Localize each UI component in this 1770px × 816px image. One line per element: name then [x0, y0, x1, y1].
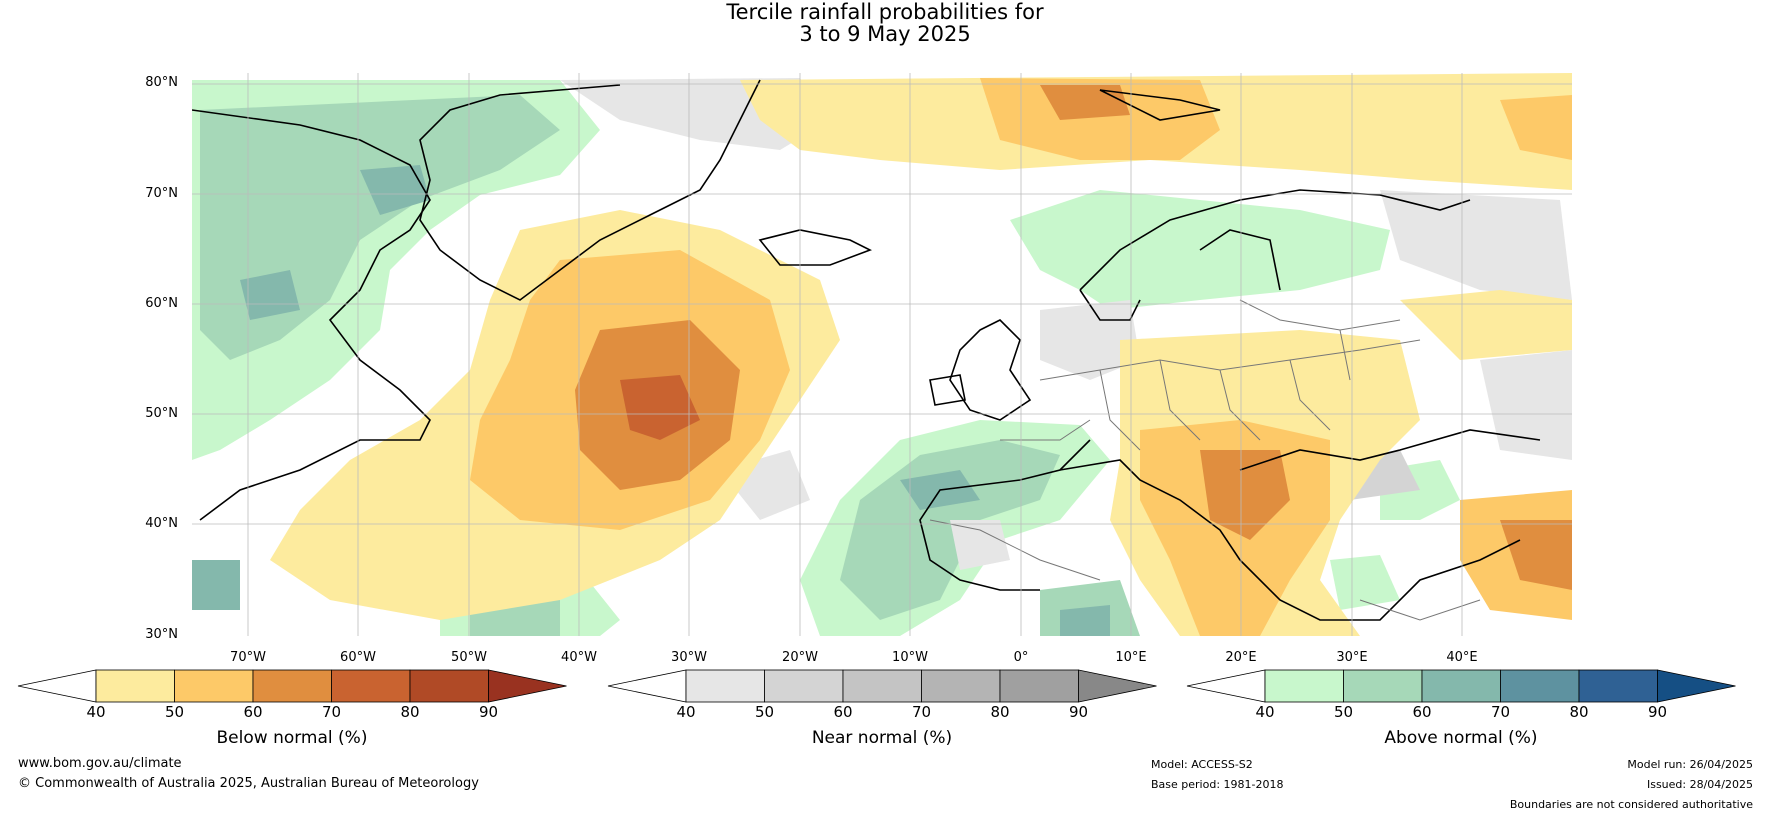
lat-label: 70°N	[145, 186, 178, 201]
lon-label: 50°W	[451, 650, 487, 665]
colorbar-tick: 50	[1333, 703, 1354, 721]
colorbar-tick: 40	[1255, 703, 1275, 721]
footer-disclaimer: Boundaries are not considered authoritat…	[1509, 798, 1753, 811]
lon-label: 40°E	[1446, 650, 1478, 665]
lat-label: 30°N	[145, 627, 178, 642]
footer-copyright: © Commonwealth of Australia 2025, Austra…	[18, 776, 479, 791]
colorbar-tick: 70	[1490, 703, 1511, 721]
colorbar-tick: 90	[1647, 703, 1668, 721]
below-normal-regions	[270, 73, 1572, 636]
lon-label: 30°W	[671, 650, 707, 665]
country-borders	[929, 299, 1481, 621]
lon-label: 20°E	[1225, 650, 1257, 665]
lat-label: 80°N	[145, 75, 178, 90]
map-title-line1: Tercile rainfall probabilities for	[726, 0, 1044, 24]
colorbar-tick: 50	[754, 703, 775, 721]
colorbar-label-near: Near normal (%)	[811, 728, 953, 748]
lon-label: 40°W	[561, 650, 597, 665]
colorbar-tick: 60	[1412, 703, 1432, 721]
colorbar-tick: 80	[990, 703, 1010, 721]
lon-label: 10°W	[892, 650, 928, 665]
colorbar-tick: 60	[833, 703, 853, 721]
colorbar-tick: 70	[911, 703, 932, 721]
footer-base-period: Base period: 1981-2018	[1151, 778, 1284, 791]
above-normal-regions	[192, 80, 1460, 636]
colorbar-tick: 90	[478, 703, 499, 721]
coastlines	[192, 79, 1541, 621]
lon-label: 20°W	[782, 650, 818, 665]
lat-label: 60°N	[145, 296, 178, 311]
colorbar-label-below: Below normal (%)	[216, 728, 368, 748]
colorbar-tick: 90	[1068, 703, 1089, 721]
colorbar-tick: 60	[243, 703, 263, 721]
lat-label: 40°N	[145, 516, 178, 531]
map-title-line2: 3 to 9 May 2025	[799, 22, 971, 46]
colorbar-tick: 40	[86, 703, 106, 721]
lon-label: 30°E	[1336, 650, 1368, 665]
lat-label: 50°N	[145, 406, 178, 421]
lon-label: 10°E	[1115, 650, 1147, 665]
lon-label: 60°W	[340, 650, 376, 665]
colorbar-tick: 80	[400, 703, 420, 721]
colorbar-tick: 70	[321, 703, 342, 721]
footer-model-run: Model run: 26/04/2025	[1627, 758, 1753, 771]
colorbar-tick: 50	[164, 703, 185, 721]
lon-label: 70°W	[230, 650, 266, 665]
colorbar-label-above: Above normal (%)	[1384, 728, 1538, 748]
footer-model: Model: ACCESS-S2	[1151, 758, 1253, 771]
footer-issued: Issued: 28/04/2025	[1646, 778, 1753, 791]
colorbar-tick: 80	[1569, 703, 1589, 721]
colorbar-tick: 40	[676, 703, 696, 721]
footer-url: www.bom.gov.au/climate	[18, 756, 182, 771]
lon-label: 0°	[1013, 650, 1029, 665]
graticule	[192, 73, 1572, 636]
